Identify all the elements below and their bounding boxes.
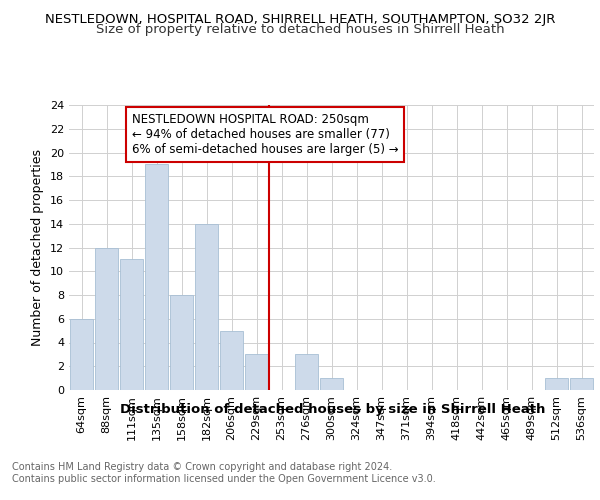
Bar: [95, 248, 118, 390]
Y-axis label: Number of detached properties: Number of detached properties: [31, 149, 44, 346]
Bar: [120, 260, 143, 390]
Bar: [545, 378, 568, 390]
Bar: [145, 164, 168, 390]
Bar: [170, 295, 193, 390]
Bar: [570, 378, 593, 390]
Text: NESTLEDOWN, HOSPITAL ROAD, SHIRRELL HEATH, SOUTHAMPTON, SO32 2JR: NESTLEDOWN, HOSPITAL ROAD, SHIRRELL HEAT…: [45, 12, 555, 26]
Text: Contains HM Land Registry data © Crown copyright and database right 2024.: Contains HM Land Registry data © Crown c…: [12, 462, 392, 472]
Bar: [245, 354, 268, 390]
Bar: [220, 330, 243, 390]
Bar: [295, 354, 318, 390]
Bar: [195, 224, 218, 390]
Text: Contains public sector information licensed under the Open Government Licence v3: Contains public sector information licen…: [12, 474, 436, 484]
Text: Size of property relative to detached houses in Shirrell Heath: Size of property relative to detached ho…: [95, 22, 505, 36]
Bar: [320, 378, 343, 390]
Text: NESTLEDOWN HOSPITAL ROAD: 250sqm
← 94% of detached houses are smaller (77)
6% of: NESTLEDOWN HOSPITAL ROAD: 250sqm ← 94% o…: [131, 114, 398, 156]
Bar: [70, 319, 93, 390]
Text: Distribution of detached houses by size in Shirrell Heath: Distribution of detached houses by size …: [121, 402, 545, 415]
